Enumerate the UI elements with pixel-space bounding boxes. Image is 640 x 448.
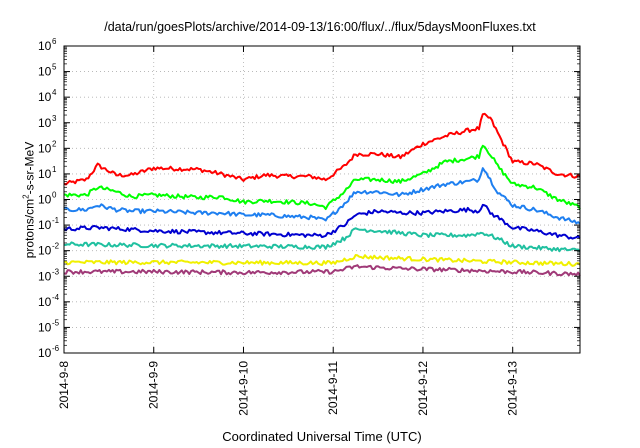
plot-frame <box>63 45 581 354</box>
y-tick-label: 10 <box>38 193 52 207</box>
x-tick-label: 2014-9-13 <box>506 361 520 416</box>
y-tick-label: 10 <box>38 244 52 258</box>
y-tick-exponent: 0 <box>52 191 57 200</box>
y-tick-exponent: 6 <box>52 37 57 46</box>
x-tick-label: 2014-9-11 <box>326 361 340 415</box>
x-tick-label: 2014-9-9 <box>147 361 161 409</box>
y-tick-label: 10 <box>38 90 52 104</box>
series-line-3 <box>63 167 581 225</box>
y-tick-label: 10 <box>38 320 52 334</box>
series-line-5 <box>63 227 581 253</box>
y-tick-exponent: -3 <box>52 267 60 276</box>
y-tick-label: 10 <box>38 167 52 181</box>
series-line-6 <box>63 254 581 267</box>
y-tick-exponent: 4 <box>52 88 57 97</box>
chart-title: /data/run/goesPlots/archive/2014-09-13/1… <box>104 20 536 34</box>
series-line-7 <box>63 264 581 277</box>
y-axis-label: protons/cm2-s-sr-MeV <box>21 141 37 259</box>
series-line-4 <box>63 203 581 240</box>
x-tick-label: 2014-9-10 <box>236 361 250 416</box>
x-tick-label: 2014-9-8 <box>57 361 71 409</box>
y-tick-label: 10 <box>38 269 52 283</box>
y-tick-exponent: -2 <box>52 242 60 251</box>
y-tick-label: 10 <box>38 116 52 130</box>
y-tick-exponent: -1 <box>52 216 60 225</box>
x-axis-label: Coordinated Universal Time (UTC) <box>222 429 422 444</box>
y-tick-label: 10 <box>38 39 52 53</box>
y-tick-exponent: -4 <box>52 293 60 302</box>
y-tick-label: 10 <box>38 218 52 232</box>
series-line-2 <box>63 144 581 211</box>
y-tick-exponent: 2 <box>52 139 57 148</box>
x-tick-label: 2014-9-12 <box>416 361 430 416</box>
y-tick-label: 10 <box>38 65 52 79</box>
y-tick-exponent: 3 <box>52 114 57 123</box>
series-line-1 <box>63 112 581 186</box>
y-tick-exponent: -5 <box>52 318 60 327</box>
y-tick-exponent: -6 <box>52 344 60 353</box>
y-tick-label: 10 <box>38 346 52 360</box>
y-tick-label: 10 <box>38 141 52 155</box>
y-tick-label: 10 <box>38 295 52 309</box>
y-tick-exponent: 1 <box>52 165 57 174</box>
y-tick-exponent: 5 <box>52 63 57 72</box>
